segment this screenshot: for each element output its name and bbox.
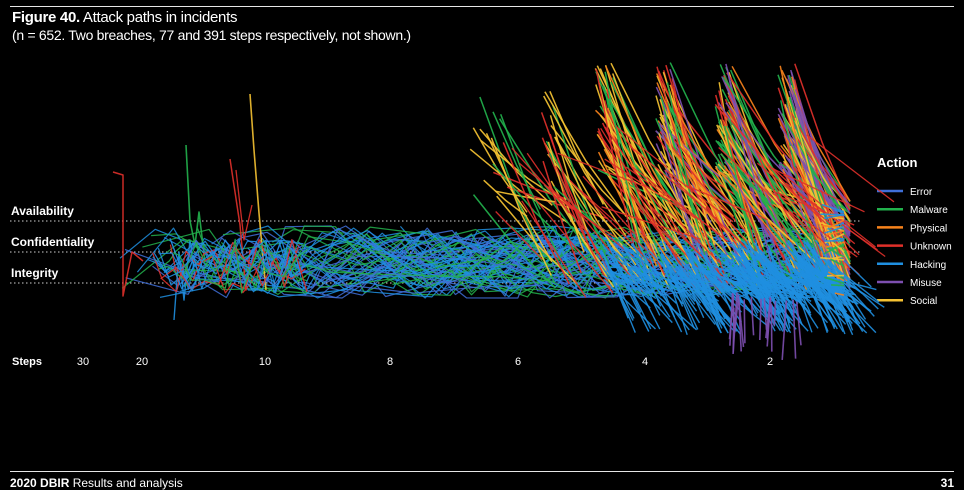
- x-tick-label: 30: [77, 356, 89, 368]
- attack-path: [831, 285, 844, 286]
- x-tick-label: 20: [136, 356, 148, 368]
- legend-entry: Hacking: [910, 260, 946, 271]
- legend-entry: Physical: [910, 223, 947, 234]
- legend-entry: Malware: [910, 205, 948, 216]
- x-tick-label: 6: [515, 356, 521, 368]
- x-tick-label: 8: [387, 356, 393, 368]
- attack-path: [760, 299, 761, 340]
- footer-left: 2020 DBIR Results and analysis: [10, 476, 183, 490]
- level-label: Availability: [11, 204, 74, 218]
- x-tick-label: 10: [259, 356, 271, 368]
- level-label: Confidentiality: [11, 235, 95, 249]
- bottom-rule: [10, 471, 954, 472]
- attack-path: [113, 172, 143, 296]
- x-tick-label: 4: [642, 356, 648, 368]
- attack-path: [733, 308, 734, 353]
- footer-section: Results and analysis: [73, 476, 183, 490]
- attack-paths: [113, 63, 894, 360]
- page-number: 31: [941, 476, 954, 490]
- footer-brand: 2020 DBIR: [10, 476, 69, 490]
- legend-entry: Misuse: [910, 278, 942, 289]
- attack-path: [824, 241, 844, 242]
- legend-entry: Unknown: [910, 242, 952, 253]
- level-label: Integrity: [11, 266, 59, 280]
- legend-title: Action: [877, 155, 918, 170]
- attack-paths-chart: Availability Confidentiality Integrity Step…: [0, 0, 964, 470]
- x-tick-label: 2: [767, 356, 773, 368]
- legend-entry: Error: [910, 187, 933, 198]
- x-axis-label: Steps: [12, 356, 42, 368]
- attack-path: [744, 299, 745, 343]
- attack-path: [821, 214, 845, 215]
- legend-entry: Social: [910, 296, 937, 307]
- attack-path: [774, 301, 775, 326]
- attack-path: [236, 170, 252, 240]
